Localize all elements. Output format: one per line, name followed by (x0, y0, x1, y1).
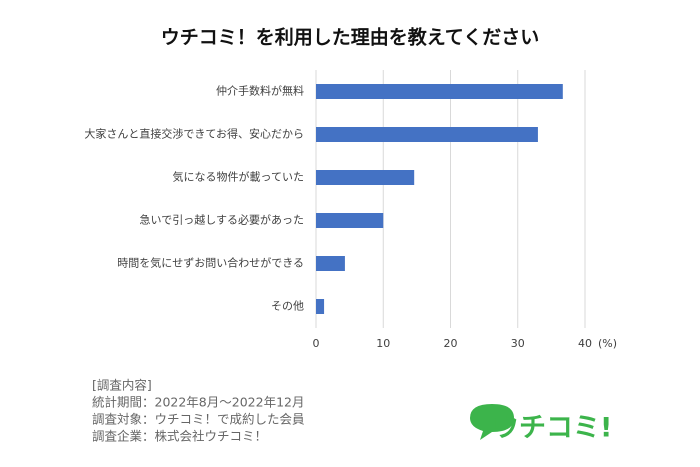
y-tick-label: その他 (271, 300, 304, 313)
chart-title: ウチコミ！を利用した理由を教えてください (161, 26, 539, 49)
x-tick-label: 30 (511, 337, 525, 350)
y-tick-label: 時間を気にせずお問い合わせができる (117, 256, 304, 270)
x-axis-label: (%) (598, 337, 617, 350)
logo-icon (470, 404, 514, 440)
x-tick-label: 40 (578, 337, 592, 350)
y-tick-label: 仲介手数料が無料 (216, 84, 304, 98)
logo: ウチコミ! (492, 413, 612, 444)
note: 調査対象：ウチコミ！で成約した会員 (92, 412, 305, 427)
y-tick-label: 大家さんと直接交渉できてお得、安心だから (84, 127, 304, 141)
bar (316, 170, 415, 185)
x-tick-label: 0 (313, 337, 320, 350)
bar (316, 84, 563, 99)
y-tick-label: 急いで引っ越しする必要があった (140, 213, 304, 227)
y-tick-label: 気になる物件が載っていた (173, 170, 304, 184)
bar (316, 127, 538, 142)
bar (316, 213, 384, 228)
note: [調査内容] (92, 378, 152, 393)
note: 調査企業：株式会社ウチコミ！ (92, 429, 267, 444)
bar (316, 299, 325, 314)
x-tick-label: 10 (376, 337, 390, 350)
x-tick-label: 20 (444, 337, 458, 350)
bar (316, 256, 345, 271)
note: 統計期間：2022年8月〜2022年12月 (92, 395, 304, 410)
